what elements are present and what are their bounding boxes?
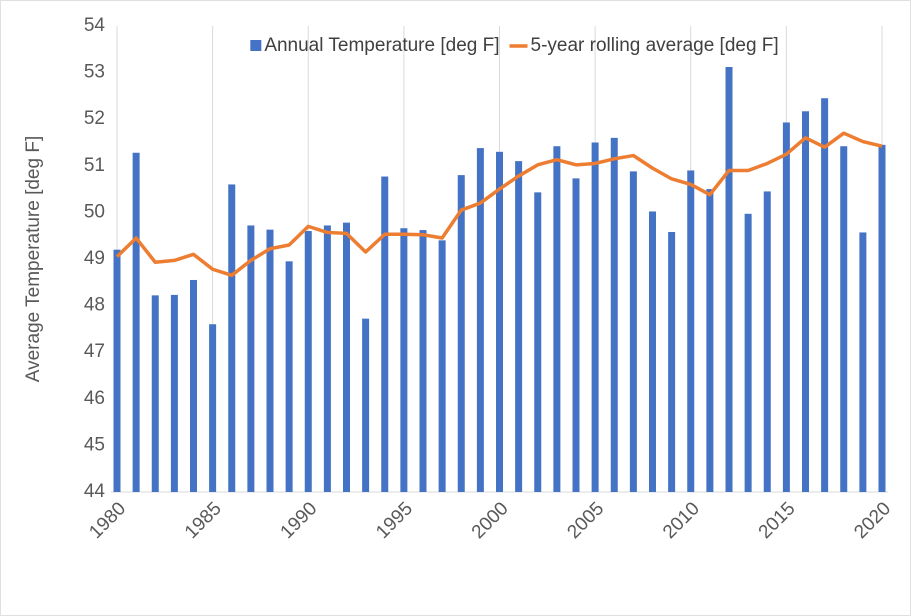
- bar: [629, 171, 637, 492]
- legend-swatch: [250, 40, 262, 51]
- bar: [534, 192, 542, 492]
- y-tick-label: 47: [84, 341, 105, 362]
- bar: [113, 249, 121, 492]
- bar: [151, 295, 159, 492]
- legend-text: Annual Temperature [deg F]: [264, 35, 499, 56]
- y-tick-label: 49: [84, 248, 105, 269]
- bar: [610, 137, 618, 492]
- bar: [802, 111, 809, 492]
- bar: [668, 231, 676, 493]
- bar: [209, 324, 217, 492]
- y-tick-label: 52: [84, 108, 105, 129]
- bar: [859, 232, 867, 493]
- bar: [381, 176, 389, 492]
- y-tick-label: 50: [84, 201, 105, 222]
- bar: [782, 122, 790, 492]
- bar: [285, 261, 293, 492]
- y-tick-label: 46: [84, 388, 105, 409]
- bar: [304, 231, 312, 493]
- bar: [190, 279, 197, 492]
- bar: [266, 229, 274, 492]
- y-axis-label: Average Temperature [deg F]: [23, 136, 44, 382]
- legend-text: 5-year rolling average [deg F]: [531, 35, 779, 56]
- bar: [228, 184, 236, 492]
- bar: [132, 152, 140, 492]
- bar: [323, 225, 331, 492]
- bar: [457, 175, 465, 492]
- bar: [496, 151, 503, 492]
- bar: [725, 67, 733, 493]
- bar: [476, 148, 484, 493]
- bar: [840, 146, 848, 492]
- bar: [878, 144, 886, 492]
- y-tick-label: 53: [84, 62, 105, 83]
- bar: [438, 240, 446, 492]
- bar: [343, 222, 350, 493]
- y-tick-label: 44: [84, 481, 106, 502]
- bar: [170, 294, 178, 492]
- bar: [706, 189, 714, 492]
- line: [115, 131, 883, 278]
- y-tick-label: 45: [84, 434, 105, 455]
- y-tick-label: 51: [84, 155, 105, 176]
- bar: [763, 191, 771, 492]
- bar: [591, 142, 599, 492]
- bar: [821, 98, 829, 492]
- bar: [247, 225, 255, 492]
- bar: [362, 318, 370, 492]
- bar: [744, 213, 752, 492]
- bar: [419, 230, 427, 492]
- bar: [553, 146, 561, 492]
- bar: [649, 211, 656, 492]
- bar: [515, 161, 523, 492]
- bar: [400, 228, 408, 492]
- y-tick-label: 48: [84, 295, 105, 316]
- bar: [572, 178, 580, 492]
- y-tick-label: 54: [84, 15, 106, 36]
- bar: [687, 170, 695, 492]
